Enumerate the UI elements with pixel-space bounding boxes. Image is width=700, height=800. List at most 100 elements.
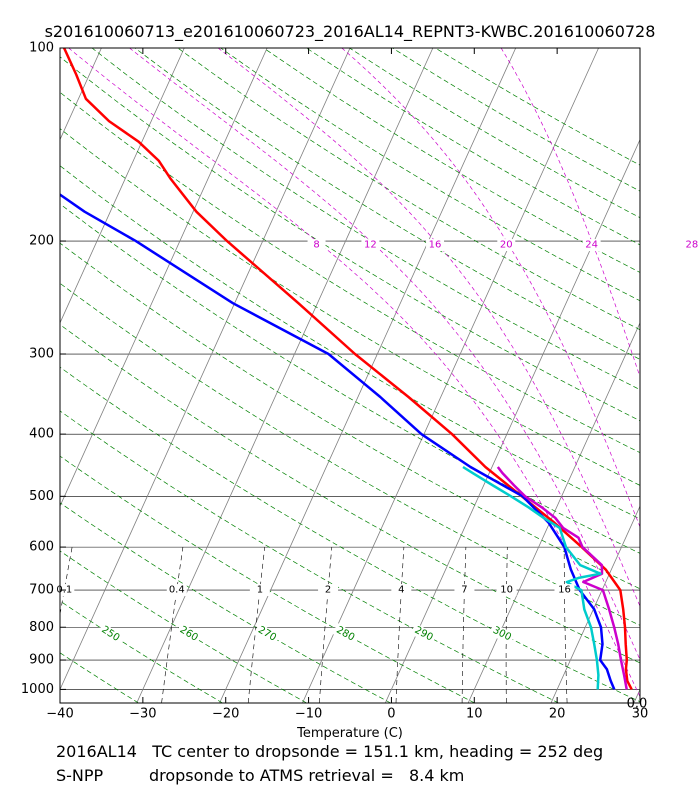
dry-adiabat: [60, 502, 391, 703]
isotherm: [384, 138, 640, 703]
label-mask: [554, 584, 575, 597]
mixing-ratio-label: 4: [398, 585, 404, 596]
chart-title: s201610060713_e201610060723_2016AL14_REP…: [45, 22, 656, 42]
label-mask: [496, 584, 517, 597]
label-mask: [488, 623, 516, 645]
isotherm: [0, 48, 19, 703]
isotherm: [60, 48, 102, 141]
caption-distance: 2016AL14 TC center to dropsonde = 151.1 …: [56, 742, 604, 761]
x-tick-label: −30: [129, 707, 156, 722]
mixing-ratio-label: 1: [257, 585, 263, 596]
label-mask: [361, 239, 380, 252]
isotherm: [467, 321, 640, 703]
dry-adiabat: [60, 550, 307, 703]
dry-adiabat: [0, 48, 55, 703]
dry-adiabat: [60, 56, 640, 422]
label-mask: [426, 239, 445, 252]
dry-adiabat: [263, 48, 640, 273]
plot-frame: [59, 47, 641, 704]
y-tick-label: 1000: [21, 682, 54, 697]
dry-adiabat: [60, 652, 139, 703]
label-mask: [682, 239, 700, 252]
temperature-line: [62, 48, 633, 690]
mixing-ratio-line: [563, 547, 568, 703]
dry-adiabat: [392, 48, 640, 192]
chart-labels: 81216202428320.10.4124710162502602702802…: [54, 239, 700, 712]
dry-adiabat: [60, 600, 223, 703]
isotherm: [550, 505, 640, 703]
mixing-ratio-line: [505, 547, 508, 703]
dry-adiabat: [91, 48, 640, 391]
label-mask: [175, 622, 203, 646]
isotherm: [136, 48, 434, 703]
moist-adiabat-label: 20: [500, 240, 513, 251]
moist-adiabat: [129, 48, 640, 661]
x-tick-label: −10: [295, 707, 322, 722]
moist-adiabat: [217, 48, 640, 608]
dewpoint-line: [60, 193, 616, 690]
mixing-ratio-line: [395, 547, 405, 703]
corner-label: 0.0: [627, 697, 648, 712]
label-mask: [391, 584, 412, 597]
y-tick-label: 300: [29, 347, 54, 362]
dry-adiabat: [60, 366, 640, 703]
dry-adiabat: [306, 48, 640, 246]
dry-adiabat: [60, 410, 559, 703]
y-tick-label: 500: [29, 489, 54, 504]
label-mask: [582, 239, 601, 252]
moist-adiabat: [650, 48, 700, 703]
mixing-ratio-label: 0.4: [169, 585, 185, 596]
y-tick-label: 100: [29, 41, 54, 56]
label-mask: [249, 584, 270, 597]
mixing-ratio-line: [247, 547, 265, 703]
moist-adiabat-label: 12: [364, 240, 377, 251]
moist-adiabat-label: 28: [686, 240, 699, 251]
dry-adiabat: [349, 48, 640, 219]
label-mask: [410, 623, 438, 646]
chart-series: [60, 48, 633, 690]
chart-grid: [0, 48, 700, 703]
mixing-ratio-line: [161, 547, 184, 703]
x-tick-label: −20: [212, 707, 239, 722]
moist-adiabat: [341, 48, 640, 529]
dry-adiabat: [60, 203, 640, 554]
y-tick-label: 200: [29, 234, 54, 249]
dry-adiabat: [60, 282, 640, 626]
label-mask: [97, 622, 124, 646]
label-mask: [497, 239, 516, 252]
dry-adiabat: [220, 48, 640, 302]
mixing-ratio-line: [461, 547, 467, 703]
y-tick-label: 800: [29, 620, 54, 635]
atms-temperature-line: [496, 466, 628, 690]
y-tick-label: 400: [29, 427, 54, 442]
x-tick-label: 30: [632, 707, 649, 722]
moist-adiabat-label: 8: [313, 240, 319, 251]
chart-axes: −40 −30 −20 −10 0 10 20 30100090080070060050040…: [21, 41, 648, 722]
mixing-ratio-label: 2: [325, 585, 331, 596]
isotherm: [60, 48, 185, 324]
mixing-ratio-label: 7: [461, 585, 467, 596]
dry-adiabat: [134, 48, 640, 360]
dry-adiabat: [60, 455, 475, 703]
x-axis-label: Temperature (C): [296, 726, 403, 741]
y-tick-label: 700: [29, 583, 54, 598]
x-tick-label: −40: [46, 707, 73, 722]
label-mask: [454, 584, 475, 597]
mixing-ratio-label: 16: [558, 585, 571, 596]
mixing-ratio-line: [319, 547, 333, 703]
moist-adiabat-label: 16: [429, 240, 442, 251]
isotherm: [302, 48, 599, 703]
dry-adiabat: [60, 324, 640, 664]
moist-adiabat: [500, 48, 640, 378]
dry-adiabat: [60, 91, 640, 454]
dry-adiabat: [435, 48, 640, 166]
mixing-ratio-label: 10: [500, 585, 513, 596]
isotherm: [633, 688, 640, 703]
x-tick-label: 20: [549, 707, 566, 722]
label-mask: [318, 584, 339, 597]
x-tick-label: 0: [387, 707, 395, 722]
caption-retrieval: S-NPP dropsonde to ATMS retrieval = 8.4 …: [56, 766, 465, 785]
y-tick-label: 600: [29, 540, 54, 555]
